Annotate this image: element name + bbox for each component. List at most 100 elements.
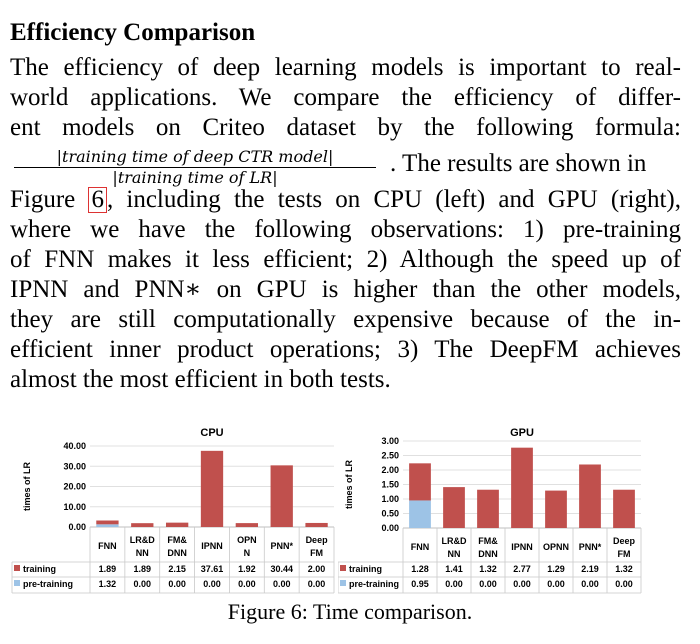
category-label: FM <box>618 549 631 559</box>
category-label: IPNN <box>201 541 223 551</box>
y-axis-label: times of LR <box>22 462 32 512</box>
paragraph-line: ent models on Criteo dataset by the foll… <box>10 114 681 141</box>
bar-training <box>270 465 293 527</box>
data-label-pre-training: 0.00 <box>203 579 221 589</box>
gpu-chart: GPU times of LR 0.00 0.50 1.00 1.50 2.00 2.50 3.… <box>338 427 642 594</box>
category-label: PNN* <box>579 542 602 552</box>
category-label: Deep <box>613 536 636 546</box>
legend-swatch-training <box>340 565 346 571</box>
legend-label-training: training <box>23 564 56 574</box>
category-label: DNN <box>478 549 498 559</box>
category-label: IPNN <box>511 542 533 552</box>
data-label-training: 1.32 <box>615 564 633 574</box>
category-label: LR&D <box>130 535 155 545</box>
paragraph-line: IPNN and PNN∗ on GPU is higher than the … <box>10 276 681 303</box>
y-tick-label: 10.00 <box>63 502 86 512</box>
data-label-pre-training: 0.00 <box>238 579 256 589</box>
data-label-training: 30.44 <box>270 564 293 574</box>
efficiency-formula: |training time of deep CTR model| |train… <box>10 147 380 188</box>
bar-training <box>409 463 431 501</box>
y-tick-label: 2.50 <box>381 451 399 461</box>
data-label-training: 2.77 <box>513 564 531 574</box>
formula-denominator: |training time of LR| <box>112 168 278 187</box>
paragraph-line: of FNN makes it less efficient; 2) Altho… <box>10 246 681 273</box>
data-label-pre-training: 0.00 <box>615 579 633 589</box>
data-label-pre-training: 1.32 <box>99 579 117 589</box>
section-heading: Efficiency Comparison <box>10 19 256 46</box>
figure-ref-suffix: , including the tests on CPU (left) and … <box>106 186 681 213</box>
data-label-training: 1.89 <box>134 564 152 574</box>
bar-training <box>131 523 154 527</box>
category-label: DNN <box>167 548 187 558</box>
category-label: FM& <box>478 536 498 546</box>
category-label: FNN <box>411 542 430 552</box>
paragraph-line: Figure 6, including the tests on CPU (le… <box>10 185 681 215</box>
paragraph-line: where we have the following observations… <box>10 216 681 243</box>
bar-training <box>477 489 499 528</box>
legend-swatch-pre-training <box>340 580 346 586</box>
category-label: FM <box>310 548 323 558</box>
category-label: LR&D <box>442 536 467 546</box>
y-tick-label: 30.00 <box>63 461 86 471</box>
data-label-training: 1.32 <box>479 564 497 574</box>
legend-swatch-training <box>14 565 20 571</box>
data-label-pre-training: 0.00 <box>134 579 152 589</box>
figure-link[interactable]: 6 <box>88 187 107 213</box>
data-label-pre-training: 0.00 <box>479 579 497 589</box>
category-label: PNN* <box>270 541 293 551</box>
bar-training <box>443 487 465 528</box>
paragraph-line: world applications. We compare the effic… <box>10 84 681 111</box>
bar-training <box>511 447 533 528</box>
data-label-training: 2.15 <box>168 564 186 574</box>
category-label: OPNN <box>543 542 569 552</box>
paragraph-line: they are still computationally expensive… <box>10 306 681 333</box>
bar-training <box>165 522 189 527</box>
data-label-training: 1.92 <box>238 564 256 574</box>
paragraph-line: almost the most efficient in both tests. <box>10 366 391 393</box>
data-label-pre-training: 0.95 <box>411 579 429 589</box>
data-label-training: 2.19 <box>581 564 599 574</box>
y-tick-label: 20.00 <box>63 482 86 492</box>
y-axis-label: times of LR <box>344 460 354 510</box>
bar-training <box>96 520 119 525</box>
bar-training <box>579 464 601 528</box>
chart-title: CPU <box>200 427 223 439</box>
data-label-training: 1.28 <box>411 564 429 574</box>
fraction-bar <box>14 167 376 168</box>
bar-training <box>545 490 567 528</box>
data-label-training: 1.89 <box>99 564 117 574</box>
category-label: OPN <box>237 535 257 545</box>
y-tick-label: 1.00 <box>381 494 399 504</box>
chart-title: GPU <box>510 427 534 439</box>
formula-trailing-text: . The results are shown in <box>390 150 647 177</box>
bar-training <box>305 522 328 527</box>
category-label: NN <box>448 549 461 559</box>
category-label: FNN <box>98 541 117 551</box>
formula-numerator: |training time of deep CTR model| <box>56 147 334 166</box>
y-tick-label: 2.00 <box>381 465 399 475</box>
bar-training <box>613 489 635 528</box>
figure-ref-prefix: Figure <box>10 186 89 213</box>
y-tick-label: 0.50 <box>381 509 399 519</box>
bar-training <box>200 450 224 527</box>
y-tick-label: 3.00 <box>381 436 399 446</box>
legend-label-training: training <box>349 564 382 574</box>
data-label-pre-training: 0.00 <box>513 579 531 589</box>
data-label-pre-training: 0.00 <box>581 579 599 589</box>
data-label-training: 2.00 <box>308 564 326 574</box>
category-label: NN <box>136 548 149 558</box>
bar-training <box>235 523 259 527</box>
category-label: N <box>244 548 251 558</box>
figure-caption: Figure 6: Time comparison. <box>227 599 473 624</box>
data-label-training: 1.41 <box>445 564 463 574</box>
data-label-pre-training: 0.00 <box>308 579 326 589</box>
y-tick-label: 1.50 <box>381 480 399 490</box>
bar-pre-training <box>409 500 431 528</box>
data-label-training: 1.29 <box>547 564 565 574</box>
legend-swatch-pre-training <box>14 580 20 586</box>
category-label: Deep <box>306 535 329 545</box>
data-label-pre-training: 0.00 <box>445 579 463 589</box>
cpu-chart: CPU times of LR 0.00 10.00 20.00 30.00 40.00 FN… <box>11 427 335 594</box>
data-label-pre-training: 0.00 <box>273 579 291 589</box>
legend-label-pre-training: pre-training <box>349 579 399 589</box>
